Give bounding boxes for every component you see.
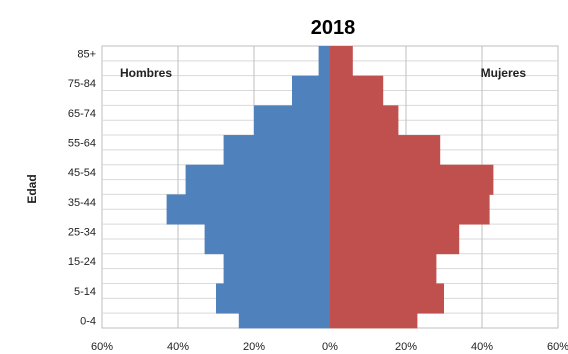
bar-mujeres: [330, 283, 444, 299]
bar-mujeres: [330, 75, 384, 91]
bar-hombres: [223, 135, 330, 151]
bar-hombres: [223, 149, 330, 166]
bar-hombres: [185, 164, 330, 180]
bar-mujeres: [330, 105, 399, 121]
x-tick-label: 60%: [547, 341, 568, 353]
x-tick-label: 60%: [91, 341, 113, 353]
bar-hombres: [292, 75, 330, 91]
bar-mujeres: [330, 194, 490, 210]
bar-mujeres: [330, 313, 418, 329]
bar-mujeres: [330, 135, 441, 151]
y-tick-label: 0-4: [80, 316, 96, 328]
bar-hombres: [238, 313, 330, 329]
bar-hombres: [166, 194, 330, 210]
bar-hombres: [216, 298, 330, 314]
bar-hombres: [216, 283, 330, 299]
y-tick-label: 55-64: [68, 137, 96, 149]
y-axis-label: Edad: [25, 174, 39, 203]
bar-hombres: [223, 253, 330, 270]
y-tick-label: 85+: [77, 48, 96, 60]
bar-hombres: [292, 90, 330, 106]
x-tick-label: 20%: [395, 341, 417, 353]
bar-mujeres: [330, 253, 437, 270]
y-tick-label: 25-34: [68, 227, 96, 239]
x-tick-label: 40%: [471, 341, 493, 353]
left-side-label: Hombres: [120, 66, 172, 80]
right-side-label: Mujeres: [481, 66, 527, 80]
y-tick-label: 65-74: [68, 108, 96, 120]
bar-hombres: [318, 46, 330, 62]
bar-hombres: [318, 60, 330, 77]
bar-mujeres: [330, 179, 494, 195]
bar-hombres: [254, 105, 330, 121]
bar-hombres: [204, 224, 330, 240]
bar-mujeres: [330, 60, 353, 77]
bar-mujeres: [330, 46, 353, 62]
y-tick-label: 45-54: [68, 167, 96, 179]
plot-area: 60% 40% 20% 0% 20% 40% 60% 0-4 5-14 15-24 25-34 35-…: [68, 45, 568, 353]
bar-mujeres: [330, 149, 441, 166]
bar-mujeres: [330, 164, 494, 180]
y-tick-label: 5-14: [74, 286, 96, 298]
bar-hombres: [185, 179, 330, 195]
bar-mujeres: [330, 120, 399, 136]
y-tick-label: 75-84: [68, 78, 96, 90]
x-tick-label: 20%: [243, 341, 265, 353]
bar-hombres: [204, 238, 330, 255]
bar-mujeres: [330, 90, 384, 106]
bar-hombres: [254, 120, 330, 136]
x-tick-label: 0%: [322, 341, 338, 353]
bar-hombres: [166, 209, 330, 225]
x-tick-label: 40%: [167, 341, 189, 353]
bar-mujeres: [330, 238, 460, 255]
y-tick-label: 15-24: [68, 256, 96, 268]
bar-hombres: [223, 268, 330, 284]
bar-mujeres: [330, 298, 444, 314]
chart-title: 2018: [311, 17, 356, 39]
bar-mujeres: [330, 224, 460, 240]
bar-mujeres: [330, 268, 437, 284]
y-tick-label: 35-44: [68, 197, 96, 209]
bar-mujeres: [330, 209, 490, 225]
